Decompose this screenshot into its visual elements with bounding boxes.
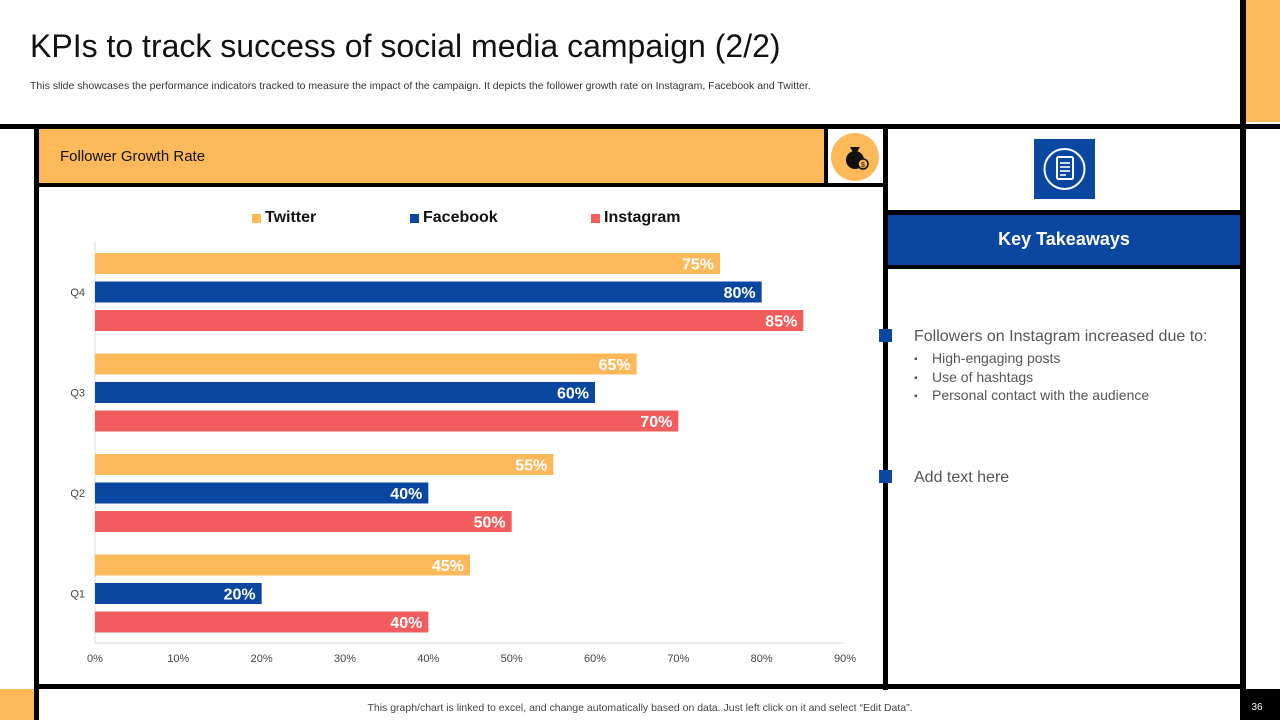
takeaways-title: Key Takeaways — [998, 229, 1130, 249]
page-number-box — [1242, 689, 1280, 720]
data-label: 50% — [474, 515, 506, 532]
list-item: ▪ High-engaging posts — [914, 350, 1149, 369]
legend-item-facebook: Facebook — [410, 209, 498, 227]
x-tick-label: 0% — [87, 653, 103, 665]
bar-twitter — [95, 253, 720, 274]
money-bag-icon: $ — [831, 133, 879, 181]
list-item: ▪ Use of hashtags — [914, 369, 1149, 388]
y-tick-label: Q2 — [70, 488, 85, 500]
data-label: 80% — [724, 285, 756, 302]
x-tick-label: 40% — [417, 653, 439, 665]
legend-label-facebook: Facebook — [423, 209, 498, 226]
data-label: 55% — [515, 458, 547, 475]
left-frame-line — [34, 124, 39, 720]
page-title: KPIs to track success of social media ca… — [30, 28, 781, 64]
right-accent-strip — [1246, 0, 1280, 122]
takeaway-point-1: Followers on Instagram increased due to: — [914, 328, 1208, 345]
footer-left-accent — [0, 689, 34, 720]
x-tick-label: 60% — [584, 653, 606, 665]
y-tick-label: Q1 — [70, 589, 85, 601]
bar-instagram — [95, 511, 512, 532]
legend-swatch-facebook — [410, 213, 419, 223]
bullet-icon: ▪ — [914, 372, 918, 384]
chart-header-label: Follower Growth Rate — [60, 148, 206, 165]
data-label: 85% — [765, 314, 797, 331]
data-label: 60% — [557, 386, 589, 403]
data-label: 40% — [390, 486, 422, 503]
bullet-icon: ▪ — [914, 354, 918, 365]
bar-facebook — [95, 382, 595, 403]
follower-growth-chart: Q4 75% 80% 85% Q3 65% 60% 70% Q2 55% 40% 50% Q1 45% 20… — [70, 241, 856, 665]
data-label: 20% — [224, 587, 256, 604]
x-tick-label: 90% — [834, 653, 856, 665]
x-tick-label: 30% — [334, 653, 356, 665]
page-number: 36 — [1251, 702, 1263, 713]
takeaway-bullet-square — [879, 329, 892, 342]
chart-header-bar — [39, 129, 824, 183]
x-tick-label: 70% — [667, 653, 689, 665]
chart-right-frame — [883, 124, 888, 690]
bar-instagram — [95, 310, 804, 331]
legend-swatch-twitter — [252, 213, 261, 223]
data-label: 45% — [432, 558, 464, 575]
x-tick-label: 80% — [751, 653, 773, 665]
document-icon — [1034, 139, 1095, 199]
takeaway-bullet-square — [879, 470, 892, 483]
footer-note: This graph/chart is linked to excel, and… — [367, 702, 913, 714]
x-tick-label: 20% — [251, 653, 273, 665]
right-panel-line-2 — [888, 265, 1240, 269]
data-label: 65% — [599, 357, 631, 374]
list-item: ▪ Personal contact with the audience — [914, 387, 1149, 406]
data-label: 70% — [640, 414, 672, 431]
legend-label-twitter: Twitter — [265, 209, 317, 226]
chart-header-bottom-line — [39, 183, 885, 187]
bar-facebook — [95, 583, 262, 604]
bar-facebook — [95, 281, 762, 303]
svg-text:$: $ — [861, 162, 865, 169]
right-panel-line-1 — [888, 210, 1240, 215]
takeaway-point-2: Add text here — [914, 469, 1010, 486]
top-frame-line — [0, 124, 1280, 129]
right-divider-line — [1240, 0, 1246, 720]
bottom-frame-line — [34, 684, 1246, 689]
data-label: 75% — [682, 257, 714, 274]
legend-swatch-instagram — [591, 213, 600, 223]
chart-header-divider — [824, 129, 828, 185]
bar-instagram — [95, 611, 429, 633]
x-tick-label: 50% — [501, 653, 523, 665]
bar-twitter — [95, 554, 470, 576]
bar-twitter — [95, 353, 637, 375]
bar-instagram — [95, 410, 679, 432]
page-subtitle: This slide showcases the performance ind… — [30, 80, 811, 92]
y-tick-label: Q4 — [70, 287, 85, 299]
bar-twitter — [95, 454, 554, 475]
x-tick-label: 10% — [167, 653, 189, 665]
legend-label-instagram: Instagram — [604, 209, 681, 226]
takeaway-sub-list: ▪ High-engaging posts ▪ Use of hashtags ▪ P… — [914, 350, 1149, 406]
bullet-icon: ▪ — [914, 391, 918, 402]
legend-item-instagram: Instagram — [591, 209, 680, 227]
legend-item-twitter: Twitter — [252, 209, 316, 227]
takeaways-header-bar — [888, 215, 1240, 265]
y-tick-label: Q3 — [70, 388, 85, 400]
bar-facebook — [95, 482, 429, 504]
data-label: 40% — [390, 615, 422, 632]
